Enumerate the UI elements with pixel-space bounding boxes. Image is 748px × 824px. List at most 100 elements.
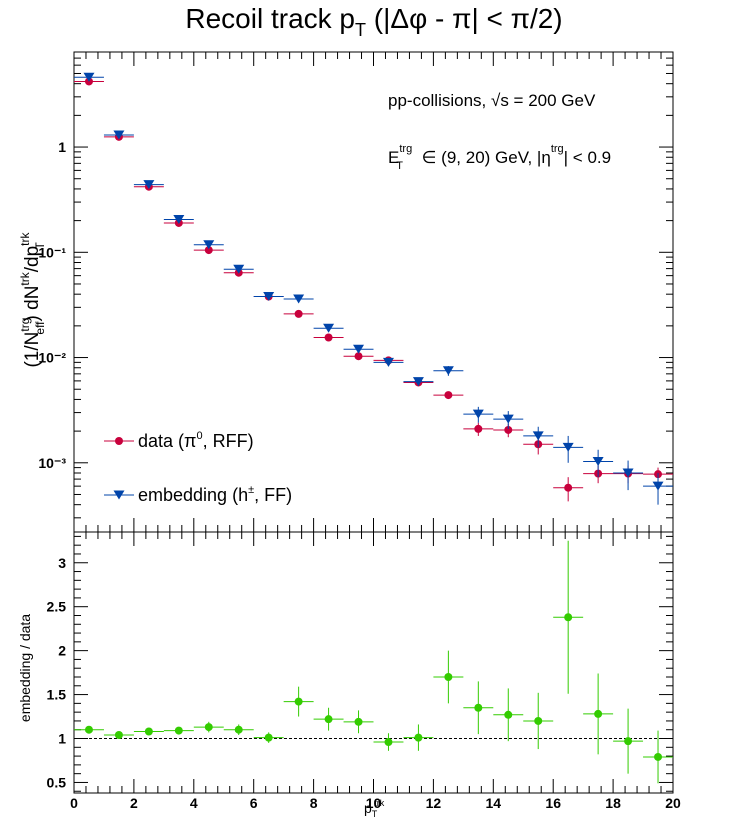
embedding-marker xyxy=(412,377,424,387)
ratio-point xyxy=(433,650,464,704)
legend-emb-marker xyxy=(113,490,125,500)
embedding-marker xyxy=(353,344,365,354)
bottom-y-tick-label: 2.5 xyxy=(47,599,67,615)
ratio-point xyxy=(133,727,164,736)
bottom-y-tick-label: 1.5 xyxy=(47,687,67,703)
ratio-marker xyxy=(324,715,333,724)
ratio-marker xyxy=(294,697,303,706)
title-rest: (|Δφ - π| < π/2) xyxy=(366,3,563,34)
embedding-marker xyxy=(113,130,125,140)
ratio-marker xyxy=(384,738,393,747)
embedding-point xyxy=(583,449,614,478)
data-marker xyxy=(354,352,363,361)
top-panel-axes: 10⁻³ 10⁻² 10⁻¹ 1 xyxy=(38,51,674,533)
ratio-marker xyxy=(114,731,123,739)
ratio-point xyxy=(253,732,284,743)
embedding-marker xyxy=(263,292,275,302)
embedding-point xyxy=(193,240,224,250)
x-tick-label: 20 xyxy=(665,795,681,811)
x-tick-label: 10 xyxy=(366,795,382,811)
data-marker xyxy=(294,309,303,318)
ratio-marker xyxy=(234,725,243,734)
ratio-point xyxy=(583,673,614,755)
ratio-point xyxy=(193,721,224,733)
x-tick-label: 6 xyxy=(250,795,258,811)
data-marker xyxy=(324,333,333,342)
ratio-point xyxy=(373,733,404,751)
embedding-point xyxy=(253,292,284,302)
ratio-point xyxy=(74,725,104,734)
x-tick-label: 16 xyxy=(545,795,561,811)
ratio-marker xyxy=(504,710,513,719)
ratio-point xyxy=(223,724,254,735)
x-tick-label: 2 xyxy=(130,795,138,811)
top-y-tick-label: 10⁻² xyxy=(38,350,66,366)
ratio-marker xyxy=(564,613,573,622)
ratio-point xyxy=(523,692,554,750)
embedding-point xyxy=(643,472,673,505)
ratio-marker xyxy=(444,673,453,681)
bottom-y-tick-label: 1 xyxy=(58,731,66,747)
top-panel-marks xyxy=(74,72,673,505)
bottom-panel-marks xyxy=(74,540,673,784)
data-point xyxy=(283,309,314,318)
annotation-collisions: pp-collisions, √s = 200 GeV xyxy=(388,91,596,110)
embedding-point xyxy=(74,72,104,82)
data-point xyxy=(313,333,344,342)
ratio-marker xyxy=(534,716,543,725)
ratio-point xyxy=(643,730,673,784)
ratio-marker xyxy=(654,752,663,761)
data-point xyxy=(553,477,584,502)
data-marker xyxy=(564,483,573,492)
x-tick-label: 12 xyxy=(426,795,442,811)
bottom-panel-axes: 0.5 1 1.5 2 2.5 3 0 2 4 6 8 10 12 14 16 18 20 xyxy=(47,531,681,811)
ratio-marker xyxy=(204,723,213,732)
ratio-marker xyxy=(84,725,93,734)
x-tick-label: 8 xyxy=(310,795,318,811)
x-tick-label: 18 xyxy=(605,795,621,811)
embedding-point xyxy=(523,426,554,448)
data-point xyxy=(433,391,464,400)
embedding-marker xyxy=(622,468,634,478)
data-marker xyxy=(474,424,483,433)
ratio-point xyxy=(463,681,494,735)
ratio-point xyxy=(103,731,134,739)
data-marker xyxy=(504,425,513,434)
ratio-point xyxy=(493,688,524,742)
embedding-marker xyxy=(173,214,185,224)
embedding-marker xyxy=(652,481,664,491)
embedding-point xyxy=(373,357,404,367)
legend-data-marker xyxy=(115,437,123,445)
embedding-marker xyxy=(143,180,155,190)
x-tick-label: 0 xyxy=(70,795,78,811)
chart-title: Recoil track pT (|Δφ - π| < π/2) xyxy=(185,3,562,40)
ratio-marker xyxy=(474,703,483,712)
embedding-marker xyxy=(323,323,335,333)
embedding-point xyxy=(433,366,464,376)
title-main: Recoil track p xyxy=(185,3,355,34)
legend-data-label: data (π0, RFF) xyxy=(138,430,254,451)
embedding-point xyxy=(313,323,344,333)
embedding-point xyxy=(163,214,194,224)
embedding-marker xyxy=(233,264,245,274)
ratio-point xyxy=(613,708,644,774)
embedding-point xyxy=(103,130,134,140)
bottom-y-tick-label: 2 xyxy=(58,643,66,659)
embedding-point xyxy=(133,180,164,190)
ratio-point xyxy=(343,710,374,734)
embedding-marker xyxy=(592,456,604,466)
data-marker xyxy=(204,246,213,255)
top-y-tick-label: 10⁻³ xyxy=(38,455,66,471)
data-marker xyxy=(444,391,453,400)
ratio-marker xyxy=(144,727,153,736)
embedding-point xyxy=(493,411,524,429)
data-point xyxy=(343,352,374,361)
embedding-point xyxy=(403,377,434,387)
ratio-point xyxy=(283,686,314,717)
embedding-marker xyxy=(83,72,95,82)
legend: data (π0, RFF) embedding (h±, FF) xyxy=(104,430,292,505)
ratio-point xyxy=(313,707,344,731)
ratio-marker xyxy=(414,733,423,742)
